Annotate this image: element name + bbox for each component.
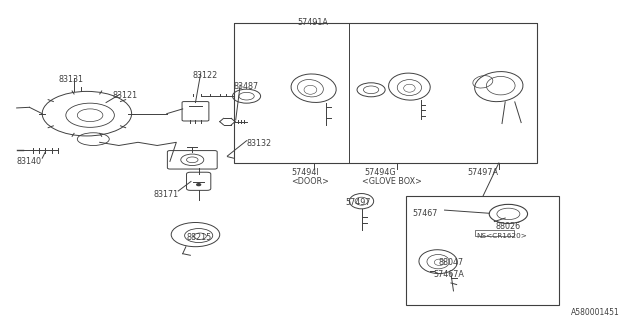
- Text: 83131: 83131: [58, 75, 83, 84]
- Text: 57497: 57497: [346, 198, 371, 207]
- Text: 57497A: 57497A: [467, 168, 498, 177]
- Text: 83171: 83171: [154, 190, 179, 199]
- Text: 83121: 83121: [113, 91, 138, 100]
- Bar: [474, 230, 514, 236]
- Text: 57467: 57467: [413, 209, 438, 218]
- Text: 83132: 83132: [246, 139, 272, 148]
- Text: 57491A: 57491A: [298, 18, 328, 27]
- Text: 57467A: 57467A: [434, 270, 465, 279]
- Circle shape: [196, 184, 200, 186]
- Text: 83140: 83140: [17, 156, 42, 166]
- Text: 83122: 83122: [192, 71, 218, 80]
- Text: 83487: 83487: [234, 82, 259, 91]
- Text: <GLOVE BOX>: <GLOVE BOX>: [362, 177, 421, 186]
- Text: <DOOR>: <DOOR>: [291, 177, 329, 186]
- Text: 88215: 88215: [186, 233, 211, 242]
- Text: A580001451: A580001451: [572, 308, 620, 317]
- Text: NS<CR1620>: NS<CR1620>: [476, 233, 527, 239]
- Text: 88026: 88026: [495, 222, 521, 231]
- Text: 88047: 88047: [438, 259, 463, 268]
- Bar: [406, 196, 559, 305]
- Text: 57494I: 57494I: [291, 168, 319, 177]
- Text: 57494G: 57494G: [365, 168, 396, 177]
- Bar: [234, 23, 537, 163]
